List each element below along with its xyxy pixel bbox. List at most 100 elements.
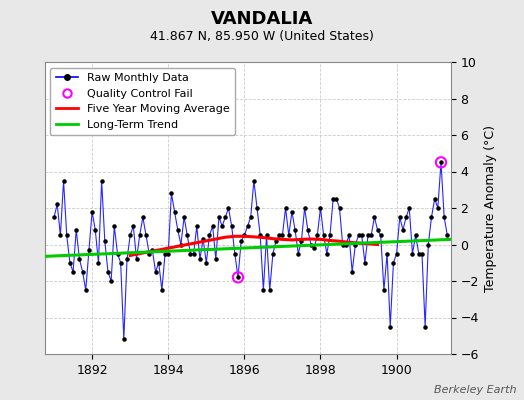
Point xyxy=(345,232,353,238)
Point xyxy=(139,214,147,220)
Point xyxy=(97,178,106,184)
Point xyxy=(272,238,280,244)
Point xyxy=(212,256,220,262)
Point xyxy=(430,196,439,202)
Point xyxy=(288,208,296,215)
Point xyxy=(377,232,385,238)
Point xyxy=(173,227,182,233)
Point xyxy=(370,214,379,220)
Point xyxy=(231,250,239,257)
Point xyxy=(266,287,274,293)
Point xyxy=(294,250,302,257)
Point xyxy=(240,232,248,238)
Point xyxy=(85,247,93,253)
Point xyxy=(357,232,366,238)
Point xyxy=(133,256,141,262)
Point xyxy=(386,324,395,330)
Point xyxy=(374,227,382,233)
Point xyxy=(218,223,226,230)
Point xyxy=(392,250,401,257)
Point xyxy=(256,232,265,238)
Point xyxy=(91,227,100,233)
Point xyxy=(104,269,112,275)
Point xyxy=(190,250,198,257)
Point xyxy=(56,232,64,238)
Point xyxy=(259,287,268,293)
Point xyxy=(158,287,166,293)
Point xyxy=(313,232,322,238)
Point xyxy=(101,238,109,244)
Point xyxy=(396,214,404,220)
Point xyxy=(113,250,122,257)
Point xyxy=(221,214,230,220)
Point xyxy=(411,232,420,238)
Point xyxy=(180,214,188,220)
Point xyxy=(320,232,328,238)
Point xyxy=(335,205,344,211)
Point xyxy=(94,260,103,266)
Point xyxy=(354,232,363,238)
Point xyxy=(418,250,426,257)
Point xyxy=(116,260,125,266)
Point xyxy=(364,232,372,238)
Point xyxy=(389,260,398,266)
Point xyxy=(123,256,131,262)
Point xyxy=(234,274,242,280)
Point xyxy=(351,241,359,248)
Point xyxy=(380,287,388,293)
Point xyxy=(75,256,84,262)
Point xyxy=(167,190,176,197)
Point xyxy=(196,256,204,262)
Point xyxy=(405,205,413,211)
Point xyxy=(243,223,252,230)
Point xyxy=(329,196,337,202)
Point xyxy=(82,287,90,293)
Point xyxy=(164,250,172,257)
Point xyxy=(399,227,407,233)
Point xyxy=(323,250,331,257)
Point xyxy=(79,269,87,275)
Point xyxy=(408,250,417,257)
Point xyxy=(421,324,429,330)
Point xyxy=(142,232,150,238)
Point xyxy=(186,250,194,257)
Point xyxy=(342,241,350,248)
Point xyxy=(434,205,442,211)
Point xyxy=(339,241,347,248)
Point xyxy=(278,232,287,238)
Point xyxy=(281,205,290,211)
Point xyxy=(249,178,258,184)
Point xyxy=(443,232,452,238)
Point xyxy=(383,250,391,257)
Point xyxy=(367,232,375,238)
Point xyxy=(177,241,185,248)
Point xyxy=(437,159,445,166)
Point xyxy=(155,260,163,266)
Point xyxy=(161,250,169,257)
Point xyxy=(437,159,445,166)
Point xyxy=(297,238,305,244)
Point xyxy=(66,260,74,266)
Point xyxy=(234,274,242,280)
Point xyxy=(224,205,233,211)
Point xyxy=(246,214,255,220)
Point xyxy=(253,205,261,211)
Point xyxy=(148,247,157,253)
Point xyxy=(59,178,68,184)
Point xyxy=(307,241,315,248)
Point xyxy=(72,227,81,233)
Point xyxy=(269,250,277,257)
Point xyxy=(170,208,179,215)
Point xyxy=(183,232,191,238)
Point xyxy=(129,223,137,230)
Point xyxy=(316,205,325,211)
Text: VANDALIA: VANDALIA xyxy=(211,10,313,28)
Point xyxy=(361,260,369,266)
Text: 41.867 N, 85.950 W (United States): 41.867 N, 85.950 W (United States) xyxy=(150,30,374,43)
Point xyxy=(62,232,71,238)
Point xyxy=(427,214,435,220)
Point xyxy=(50,214,58,220)
Point xyxy=(237,238,245,244)
Point xyxy=(145,250,154,257)
Point xyxy=(193,223,201,230)
